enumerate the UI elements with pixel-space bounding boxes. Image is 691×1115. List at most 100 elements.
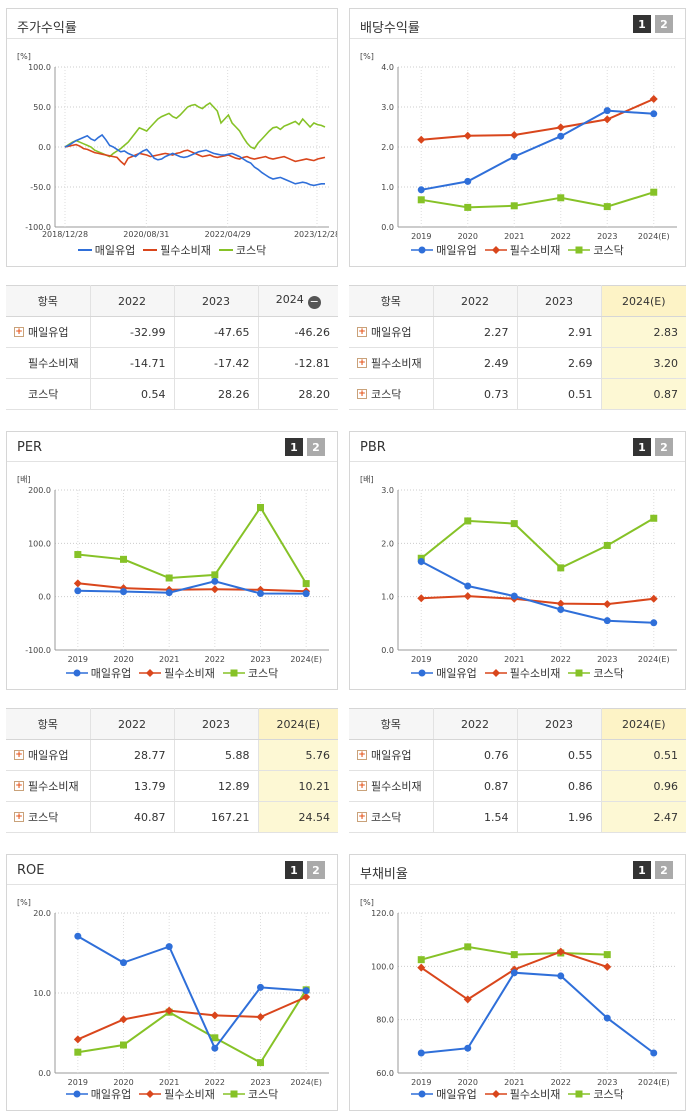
data-point[interactable]: [417, 963, 426, 972]
data-point[interactable]: [463, 995, 472, 1004]
tab-1[interactable]: 1: [633, 861, 651, 879]
data-point[interactable]: [464, 177, 472, 185]
collapse-icon[interactable]: −: [307, 295, 321, 309]
legend-item[interactable]: 매일유업: [77, 242, 135, 258]
data-point[interactable]: [210, 585, 219, 594]
data-point[interactable]: [556, 947, 565, 956]
data-point[interactable]: [463, 592, 472, 601]
tab-1[interactable]: 1: [285, 438, 303, 456]
data-point[interactable]: [417, 186, 425, 194]
data-point[interactable]: [211, 571, 219, 579]
data-point[interactable]: [256, 1013, 265, 1021]
data-point[interactable]: [463, 131, 472, 140]
data-point[interactable]: [649, 594, 658, 603]
data-point[interactable]: [417, 135, 426, 144]
data-point[interactable]: [120, 588, 127, 596]
legend-item[interactable]: 코스닥: [222, 665, 278, 681]
tab-2[interactable]: 2: [307, 438, 325, 456]
data-point[interactable]: [603, 600, 612, 609]
data-point[interactable]: [510, 202, 518, 210]
expand-icon[interactable]: +: [14, 750, 24, 760]
data-point[interactable]: [603, 1014, 611, 1022]
data-point[interactable]: [73, 579, 82, 588]
legend-item[interactable]: 매일유업: [411, 1086, 477, 1102]
tab-1[interactable]: 1: [285, 861, 303, 879]
data-point[interactable]: [302, 993, 311, 1001]
expand-icon[interactable]: +: [14, 327, 24, 337]
data-point[interactable]: [302, 590, 310, 598]
legend-item[interactable]: 필수소비재: [484, 1086, 560, 1102]
data-point[interactable]: [120, 1041, 127, 1049]
data-point[interactable]: [165, 574, 173, 582]
data-point[interactable]: [165, 1006, 174, 1015]
data-point[interactable]: [603, 617, 611, 625]
data-point[interactable]: [417, 594, 426, 603]
data-point[interactable]: [257, 503, 264, 511]
data-point[interactable]: [74, 551, 82, 559]
data-point[interactable]: [417, 956, 425, 964]
expand-icon[interactable]: +: [357, 812, 367, 822]
data-point[interactable]: [211, 577, 219, 585]
data-point[interactable]: [464, 517, 472, 525]
data-point[interactable]: [464, 943, 472, 951]
legend-item[interactable]: 매일유업: [65, 1086, 131, 1102]
data-point[interactable]: [556, 599, 565, 608]
data-point[interactable]: [73, 1035, 82, 1044]
data-point[interactable]: [464, 1044, 472, 1052]
data-point[interactable]: [650, 110, 658, 118]
expand-icon[interactable]: +: [14, 812, 24, 822]
legend-item[interactable]: 코스닥: [568, 665, 624, 681]
data-point[interactable]: [603, 115, 612, 124]
data-point[interactable]: [464, 203, 472, 211]
legend-item[interactable]: 필수소비재: [143, 242, 211, 258]
data-point[interactable]: [302, 987, 310, 995]
tab-1[interactable]: 1: [633, 15, 651, 33]
legend-item[interactable]: 필수소비재: [139, 1086, 215, 1102]
data-point[interactable]: [74, 1048, 82, 1056]
data-point[interactable]: [302, 580, 310, 588]
data-point[interactable]: [510, 520, 518, 528]
data-point[interactable]: [650, 1049, 658, 1057]
tab-1[interactable]: 1: [633, 438, 651, 456]
data-point[interactable]: [165, 589, 173, 597]
legend-item[interactable]: 코스닥: [218, 242, 266, 258]
data-point[interactable]: [603, 951, 611, 959]
legend-item[interactable]: 코스닥: [568, 242, 624, 258]
data-point[interactable]: [650, 188, 658, 196]
tab-2[interactable]: 2: [307, 861, 325, 879]
data-point[interactable]: [603, 541, 611, 549]
data-point[interactable]: [74, 587, 82, 595]
expand-icon[interactable]: +: [357, 781, 367, 791]
data-point[interactable]: [417, 557, 425, 565]
legend-item[interactable]: 코스닥: [222, 1086, 278, 1102]
legend-item[interactable]: 코스닥: [568, 1086, 624, 1102]
data-point[interactable]: [417, 196, 425, 204]
legend-item[interactable]: 매일유업: [411, 665, 477, 681]
legend-item[interactable]: 필수소비재: [484, 665, 560, 681]
data-point[interactable]: [650, 619, 658, 627]
data-point[interactable]: [417, 1049, 425, 1057]
data-point[interactable]: [510, 592, 518, 600]
expand-icon[interactable]: +: [357, 389, 367, 399]
data-point[interactable]: [556, 123, 565, 132]
data-point[interactable]: [211, 1034, 219, 1042]
data-point[interactable]: [119, 1015, 128, 1024]
data-point[interactable]: [257, 590, 264, 598]
data-point[interactable]: [120, 555, 127, 563]
data-point[interactable]: [211, 1044, 219, 1052]
data-point[interactable]: [650, 514, 658, 522]
tab-2[interactable]: 2: [655, 15, 673, 33]
data-point[interactable]: [557, 564, 565, 572]
data-point[interactable]: [257, 983, 264, 991]
expand-icon[interactable]: +: [357, 358, 367, 368]
data-point[interactable]: [74, 932, 82, 940]
data-point[interactable]: [510, 969, 518, 977]
data-point[interactable]: [557, 605, 565, 613]
tab-2[interactable]: 2: [655, 861, 673, 879]
expand-icon[interactable]: +: [357, 327, 367, 337]
expand-icon[interactable]: +: [14, 781, 24, 791]
data-point[interactable]: [257, 1059, 264, 1067]
legend-item[interactable]: 매일유업: [411, 242, 477, 258]
data-point[interactable]: [510, 951, 518, 959]
data-point[interactable]: [603, 203, 611, 211]
